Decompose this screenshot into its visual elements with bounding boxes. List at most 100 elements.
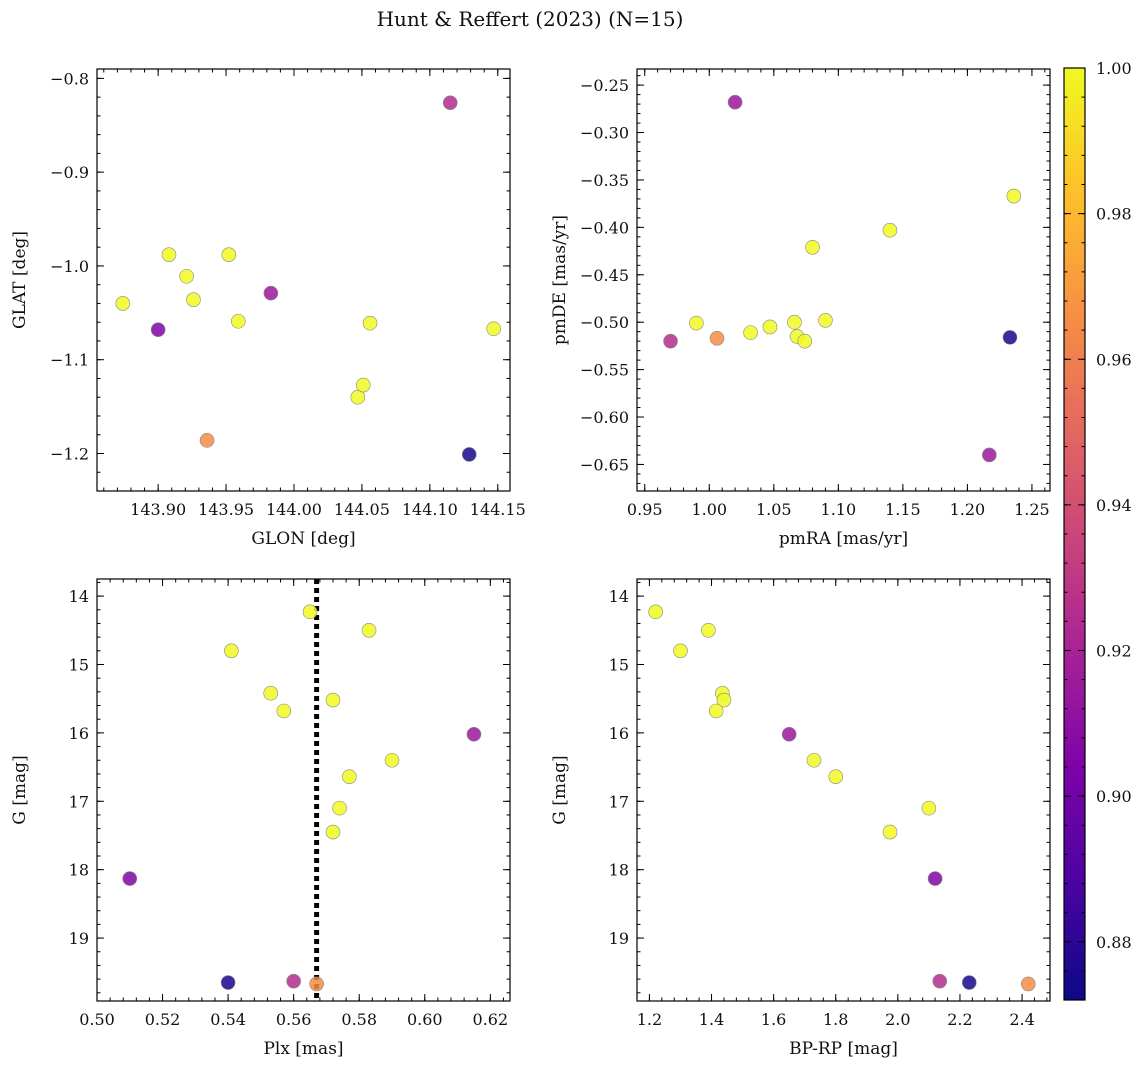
data-point [1002,330,1018,345]
data-point [115,296,131,311]
x-axis-label: BP-RP [mag] [789,1039,898,1059]
y-tick-label: −0.30 [580,124,629,143]
data-point [461,447,477,462]
x-tick-label: 0.95 [627,500,663,519]
data-point [921,800,937,816]
colorbar-tick-label: 1.00 [1096,59,1132,78]
figure-title: Hunt & Reffert (2023) (N=15) [377,7,684,31]
data-point [325,824,341,840]
data-point [648,604,663,620]
data-point [743,325,758,340]
y-tick-label: 14 [69,587,89,606]
data-point [708,703,724,719]
x-tick-label: 1.8 [823,1010,848,1029]
data-point [818,313,833,328]
data-point [122,871,138,886]
y-tick-label: 17 [609,792,629,811]
y-tick-label: −1.1 [50,351,89,370]
x-tick-label: 1.25 [1014,500,1050,519]
x-tick-label: 0.54 [210,1010,246,1029]
y-tick-label: −0.25 [580,76,629,95]
data-point [982,447,997,463]
data-point [1006,188,1022,204]
x-tick-label: 1.6 [761,1010,786,1029]
colorbar-tick-label: 0.94 [1096,496,1132,515]
colorbar-tick-label: 0.90 [1096,787,1132,806]
y-tick-label: −0.35 [580,171,629,190]
data-point [961,975,977,990]
y-tick-label: −0.50 [580,313,629,332]
data-point [302,604,318,620]
y-tick-label: −0.65 [580,455,629,474]
x-tick-label: 0.58 [341,1010,377,1029]
axes-frame [96,578,511,1002]
panels: 143.90 143.95 144.00 144.05 144.10 144.15 −0.8… [10,68,1051,1059]
data-point [1020,976,1036,992]
data-point [781,726,797,742]
data-point [384,752,400,768]
y-tick-label: −0.60 [580,408,629,427]
data-point [309,976,324,992]
data-point [486,321,501,337]
data-point [828,769,844,784]
axes-frame [636,578,1051,1002]
y-tick-label: 15 [609,655,629,674]
data-point [286,973,301,989]
y-tick-label: −0.40 [580,218,629,237]
data-point [220,975,236,990]
y-axis-label: pmDE [mas/yr] [550,215,570,345]
colorbar: 0.88 0.90 0.92 0.94 0.96 0.98 1.00 [1063,59,1132,1001]
y-tick-label: 16 [609,724,629,743]
data-point [161,247,177,262]
x-tick-label: 0.62 [473,1010,509,1029]
data-point [787,314,802,330]
data-point [186,292,201,307]
y-tick-label: 16 [69,724,89,743]
data-point [727,94,743,110]
x-tick-label: 143.95 [198,500,254,519]
data-point [466,726,482,742]
x-tick-label: 2.4 [1009,1010,1034,1029]
colorbar-tick-label: 0.98 [1096,205,1132,224]
x-tick-label: 1.2 [637,1010,662,1029]
data-point [150,322,166,338]
x-tick-label: 1.15 [885,500,921,519]
colorbar-gradient [1064,68,1085,1000]
y-axis-label: G [mag] [550,755,570,824]
y-tick-label: −0.9 [50,163,89,182]
data-point [701,622,716,638]
x-tick-label: 2.0 [885,1010,910,1029]
y-tick-label: 19 [69,929,89,948]
data-point [332,800,347,816]
colorbar-tick-label: 0.96 [1096,350,1132,369]
axes-frame [636,68,1051,492]
panel-pmra-pmde: 0.95 1.00 1.05 1.10 1.15 1.20 1.25 −0.25 −0.30 −0… [550,68,1051,549]
data-point [882,222,898,238]
x-tick-label: 1.20 [950,500,986,519]
x-tick-label: 2.2 [947,1010,972,1029]
data-point [927,871,943,886]
data-point [342,769,357,784]
x-tick-label: 144.10 [402,500,458,519]
y-tick-label: −0.55 [580,361,629,380]
x-tick-label: 0.60 [407,1010,443,1029]
x-tick-label: 144.05 [334,500,390,519]
data-point [932,973,948,989]
data-point [689,315,704,331]
x-axis-label: GLON [deg] [251,529,355,549]
data-point [221,247,237,262]
data-point [224,643,239,659]
data-point [199,433,215,448]
y-tick-label: 15 [69,655,89,674]
data-point [673,643,688,659]
y-tick-label: −0.8 [50,69,89,88]
x-tick-label: 144.15 [470,500,526,519]
y-tick-label: 18 [609,861,629,880]
data-point [663,333,678,349]
data-point [361,622,377,638]
data-point [355,377,371,393]
data-point [263,685,279,701]
x-tick-label: 144.00 [266,500,322,519]
y-tick-label: 17 [69,792,89,811]
